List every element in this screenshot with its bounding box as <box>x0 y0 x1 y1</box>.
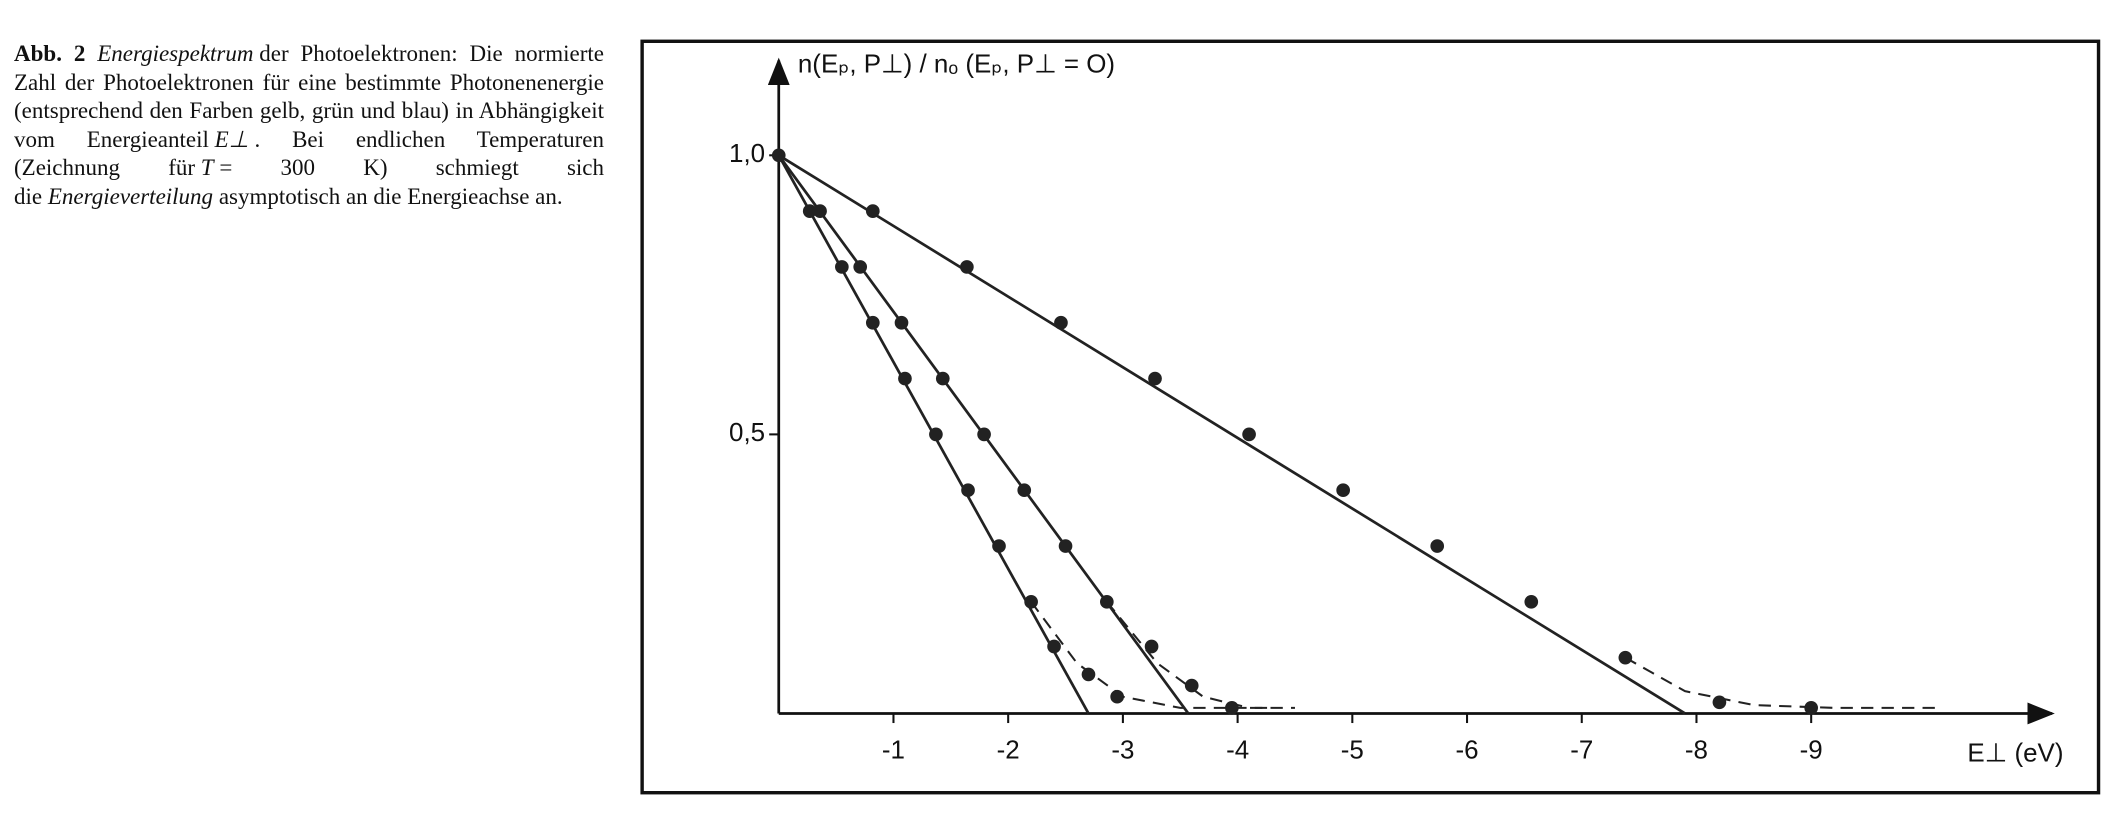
x-tick-label: -2 <box>997 737 1020 765</box>
tail-curve <box>1624 656 1938 709</box>
data-point <box>961 483 975 498</box>
data-point <box>1081 667 1096 682</box>
data-point <box>977 427 991 442</box>
data-point <box>853 260 868 274</box>
data-point <box>1524 595 1539 609</box>
data-point <box>1100 595 1114 609</box>
data-point <box>1144 639 1159 654</box>
data-point <box>865 204 880 218</box>
data-point <box>1024 595 1038 609</box>
caption-text: E⊥ <box>214 126 249 152</box>
data-point <box>1618 650 1633 665</box>
data-point <box>1047 639 1061 654</box>
data-point <box>802 204 817 218</box>
data-point <box>1054 315 1068 330</box>
x-tick-label: -1 <box>882 737 905 765</box>
x-tick-label: -5 <box>1341 737 1364 765</box>
data-point <box>929 427 943 442</box>
caption-text: der Photoelektronen: Die normierte Zahl … <box>14 41 605 152</box>
data-point <box>1804 701 1819 715</box>
caption-text: asymptotisch an die Energieachse an. <box>218 183 563 209</box>
caption: Abb. 2 Energiespektrum der Photoelektrone… <box>14 40 604 211</box>
x-tick-label: -9 <box>1800 737 1823 765</box>
data-point <box>865 315 880 330</box>
x-axis-label: E⊥ (eV) <box>1967 739 2063 767</box>
data-point <box>1148 371 1162 386</box>
caption-text: Energiespektrum <box>97 41 254 66</box>
data-point <box>1184 678 1199 693</box>
x-tick-label: -3 <box>1111 737 1134 765</box>
data-point <box>894 315 909 330</box>
data-point <box>1225 701 1239 715</box>
data-point <box>1336 483 1350 498</box>
caption-text: = 300 K) schmiegt sich die <box>14 155 604 209</box>
caption-text: T <box>200 155 214 180</box>
y-tick-label: 1,0 <box>729 140 765 168</box>
data-point <box>992 539 1006 553</box>
y-tick-label: 0,5 <box>729 419 765 447</box>
data-point <box>1430 539 1445 553</box>
caption-label: Abb. 2 <box>14 41 86 66</box>
data-point <box>1712 695 1727 710</box>
x-tick-label: -4 <box>1226 737 1249 765</box>
data-point <box>1110 689 1124 704</box>
data-point <box>935 371 950 386</box>
y-axis-label: n(Eₚ, P⊥) / nₒ (Eₚ, P⊥ = O) <box>798 51 1115 79</box>
frame <box>640 39 2101 795</box>
caption-text: . Bei endlichen Temperaturen (Zeichnung … <box>14 126 605 181</box>
x-tick-label: -6 <box>1456 737 1479 765</box>
data-point <box>835 260 849 274</box>
data-point <box>898 371 912 386</box>
caption-text: Energieverteilung <box>47 183 214 209</box>
data-point <box>960 260 974 274</box>
fit-line <box>778 154 1686 715</box>
data-point <box>1058 539 1073 553</box>
data-point <box>1017 483 1032 498</box>
x-tick-label: -8 <box>1685 737 1708 765</box>
tail-curve <box>1106 601 1295 709</box>
data-point <box>1242 427 1256 442</box>
data-point <box>813 204 827 218</box>
x-tick-label: -7 <box>1570 737 1593 765</box>
